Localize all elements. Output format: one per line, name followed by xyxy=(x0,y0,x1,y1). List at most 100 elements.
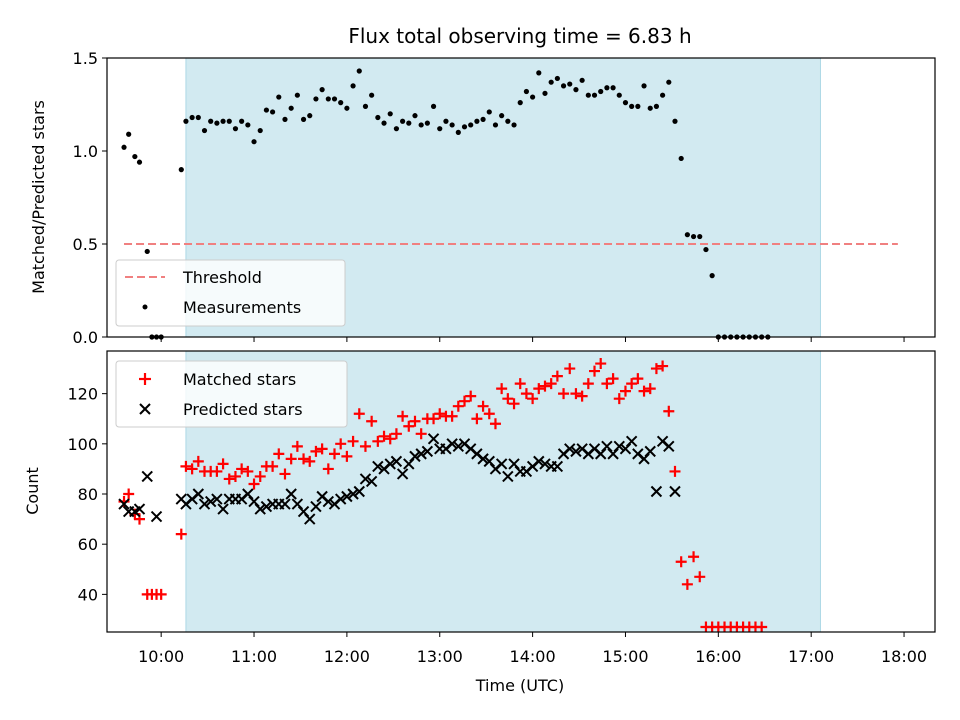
x-axis-label: Time (UTC) xyxy=(475,676,564,695)
measurement-point xyxy=(214,120,220,126)
measurement-point xyxy=(344,105,350,111)
measurement-point xyxy=(356,68,362,74)
matched-star-point xyxy=(359,440,371,452)
predicted-star-point xyxy=(613,440,625,453)
matched-star-point xyxy=(459,395,471,407)
matched-star-point xyxy=(570,388,582,400)
top-legend: Threshold Measurements xyxy=(115,259,346,327)
measurement-point xyxy=(492,122,499,128)
predicted-star-point xyxy=(285,488,297,500)
measurement-point xyxy=(226,118,232,124)
matched-star-point xyxy=(613,393,625,405)
matched-star-point xyxy=(452,400,464,412)
measurement-point xyxy=(449,122,455,128)
measurement-point xyxy=(126,131,132,137)
top-panel-frame xyxy=(106,57,936,338)
measurement-point xyxy=(313,96,319,102)
matched-star-point xyxy=(353,408,365,420)
x-tick-label: 16:00 xyxy=(695,647,741,666)
matched-star-point xyxy=(644,383,656,395)
matched-star-point xyxy=(663,405,675,417)
measurement-point xyxy=(653,103,660,109)
measurements-legend-label: Measurements xyxy=(183,298,301,317)
measurement-point xyxy=(282,116,288,122)
matched-star-point xyxy=(496,383,508,395)
measurement-point xyxy=(232,126,239,132)
measurement-point xyxy=(635,103,641,109)
top-y-tick-label: 0.5 xyxy=(73,235,98,254)
measurement-point xyxy=(144,248,150,255)
matched-star-point xyxy=(217,458,229,470)
matched-star-point xyxy=(669,465,681,477)
predicted-stars-points xyxy=(118,433,681,525)
measurement-point xyxy=(350,83,356,89)
bottom-y-tick-label: 60 xyxy=(78,535,98,554)
top-panel: 0.0 0.5 1.0 1.5 Matched/Predicted stars Thr… xyxy=(29,49,936,347)
predicted-star-point xyxy=(310,500,322,513)
measurement-point xyxy=(189,114,195,121)
matched-star-point xyxy=(335,438,347,450)
measurement-point xyxy=(678,155,684,162)
measurement-point xyxy=(598,88,604,95)
bottom-y-tick-label: 120 xyxy=(67,385,98,404)
matched-star-point xyxy=(366,415,378,427)
measurement-point xyxy=(307,113,313,119)
predicted-star-point xyxy=(365,475,378,488)
predicted-star-point xyxy=(663,440,675,453)
predicted-star-point xyxy=(625,435,638,448)
matched-star-point xyxy=(415,428,427,440)
measurement-point xyxy=(270,109,276,115)
matched-star-point xyxy=(582,378,594,390)
measurement-point xyxy=(400,118,406,124)
matched-stars-points xyxy=(118,358,768,633)
measurement-point xyxy=(548,79,554,85)
top-y-tick-label: 1.0 xyxy=(73,142,98,161)
predicted-star-point xyxy=(211,493,223,505)
measurement-point xyxy=(418,122,424,128)
matched-star-point xyxy=(595,358,607,370)
bottom-y-axis-label: Count xyxy=(23,467,42,515)
predicted-star-point xyxy=(254,503,266,515)
matched-star-point xyxy=(155,588,167,600)
measurement-point xyxy=(178,167,184,173)
x-tick-label: 17:00 xyxy=(788,647,834,666)
matched-star-point xyxy=(681,578,693,590)
matched-star-point xyxy=(267,460,279,472)
measurement-point xyxy=(697,233,703,240)
matched-star-point xyxy=(465,390,477,402)
predicted-star-point xyxy=(204,495,217,508)
matched-star-point xyxy=(279,468,291,480)
measurement-point xyxy=(690,233,697,240)
matched-star-point xyxy=(123,488,135,500)
x-tick-label: 15:00 xyxy=(602,647,648,666)
measurement-point xyxy=(136,159,143,165)
predicted-star-point xyxy=(396,468,409,480)
matched-star-point xyxy=(638,385,650,397)
measurement-point xyxy=(387,111,393,117)
matched-star-point xyxy=(483,408,495,420)
measurement-point xyxy=(486,109,492,115)
measurement-point xyxy=(709,273,715,279)
measurement-point xyxy=(325,96,331,102)
matched-star-point xyxy=(471,413,483,425)
matched-star-point xyxy=(384,433,396,445)
predicted-star-point xyxy=(390,455,403,468)
matched-star-point xyxy=(273,448,285,460)
predicted-star-point xyxy=(495,458,508,470)
x-tick-label: 11:00 xyxy=(231,647,277,666)
matched-star-point xyxy=(502,393,514,405)
matched-star-point xyxy=(285,453,297,465)
measurement-point xyxy=(542,90,548,96)
matched-star-point xyxy=(192,455,204,467)
measurement-point xyxy=(554,75,560,82)
matched-star-point xyxy=(347,435,359,447)
measurement-point xyxy=(331,96,338,102)
top-y-axis-label: Matched/Predicted stars xyxy=(29,100,48,294)
matched-star-point xyxy=(403,420,415,432)
matched-star-point xyxy=(533,383,545,395)
measurements-legend-icon xyxy=(142,304,148,310)
predicted-star-point xyxy=(334,493,347,505)
predicted-star-point xyxy=(359,473,372,485)
matched-legend-icon xyxy=(139,373,151,385)
